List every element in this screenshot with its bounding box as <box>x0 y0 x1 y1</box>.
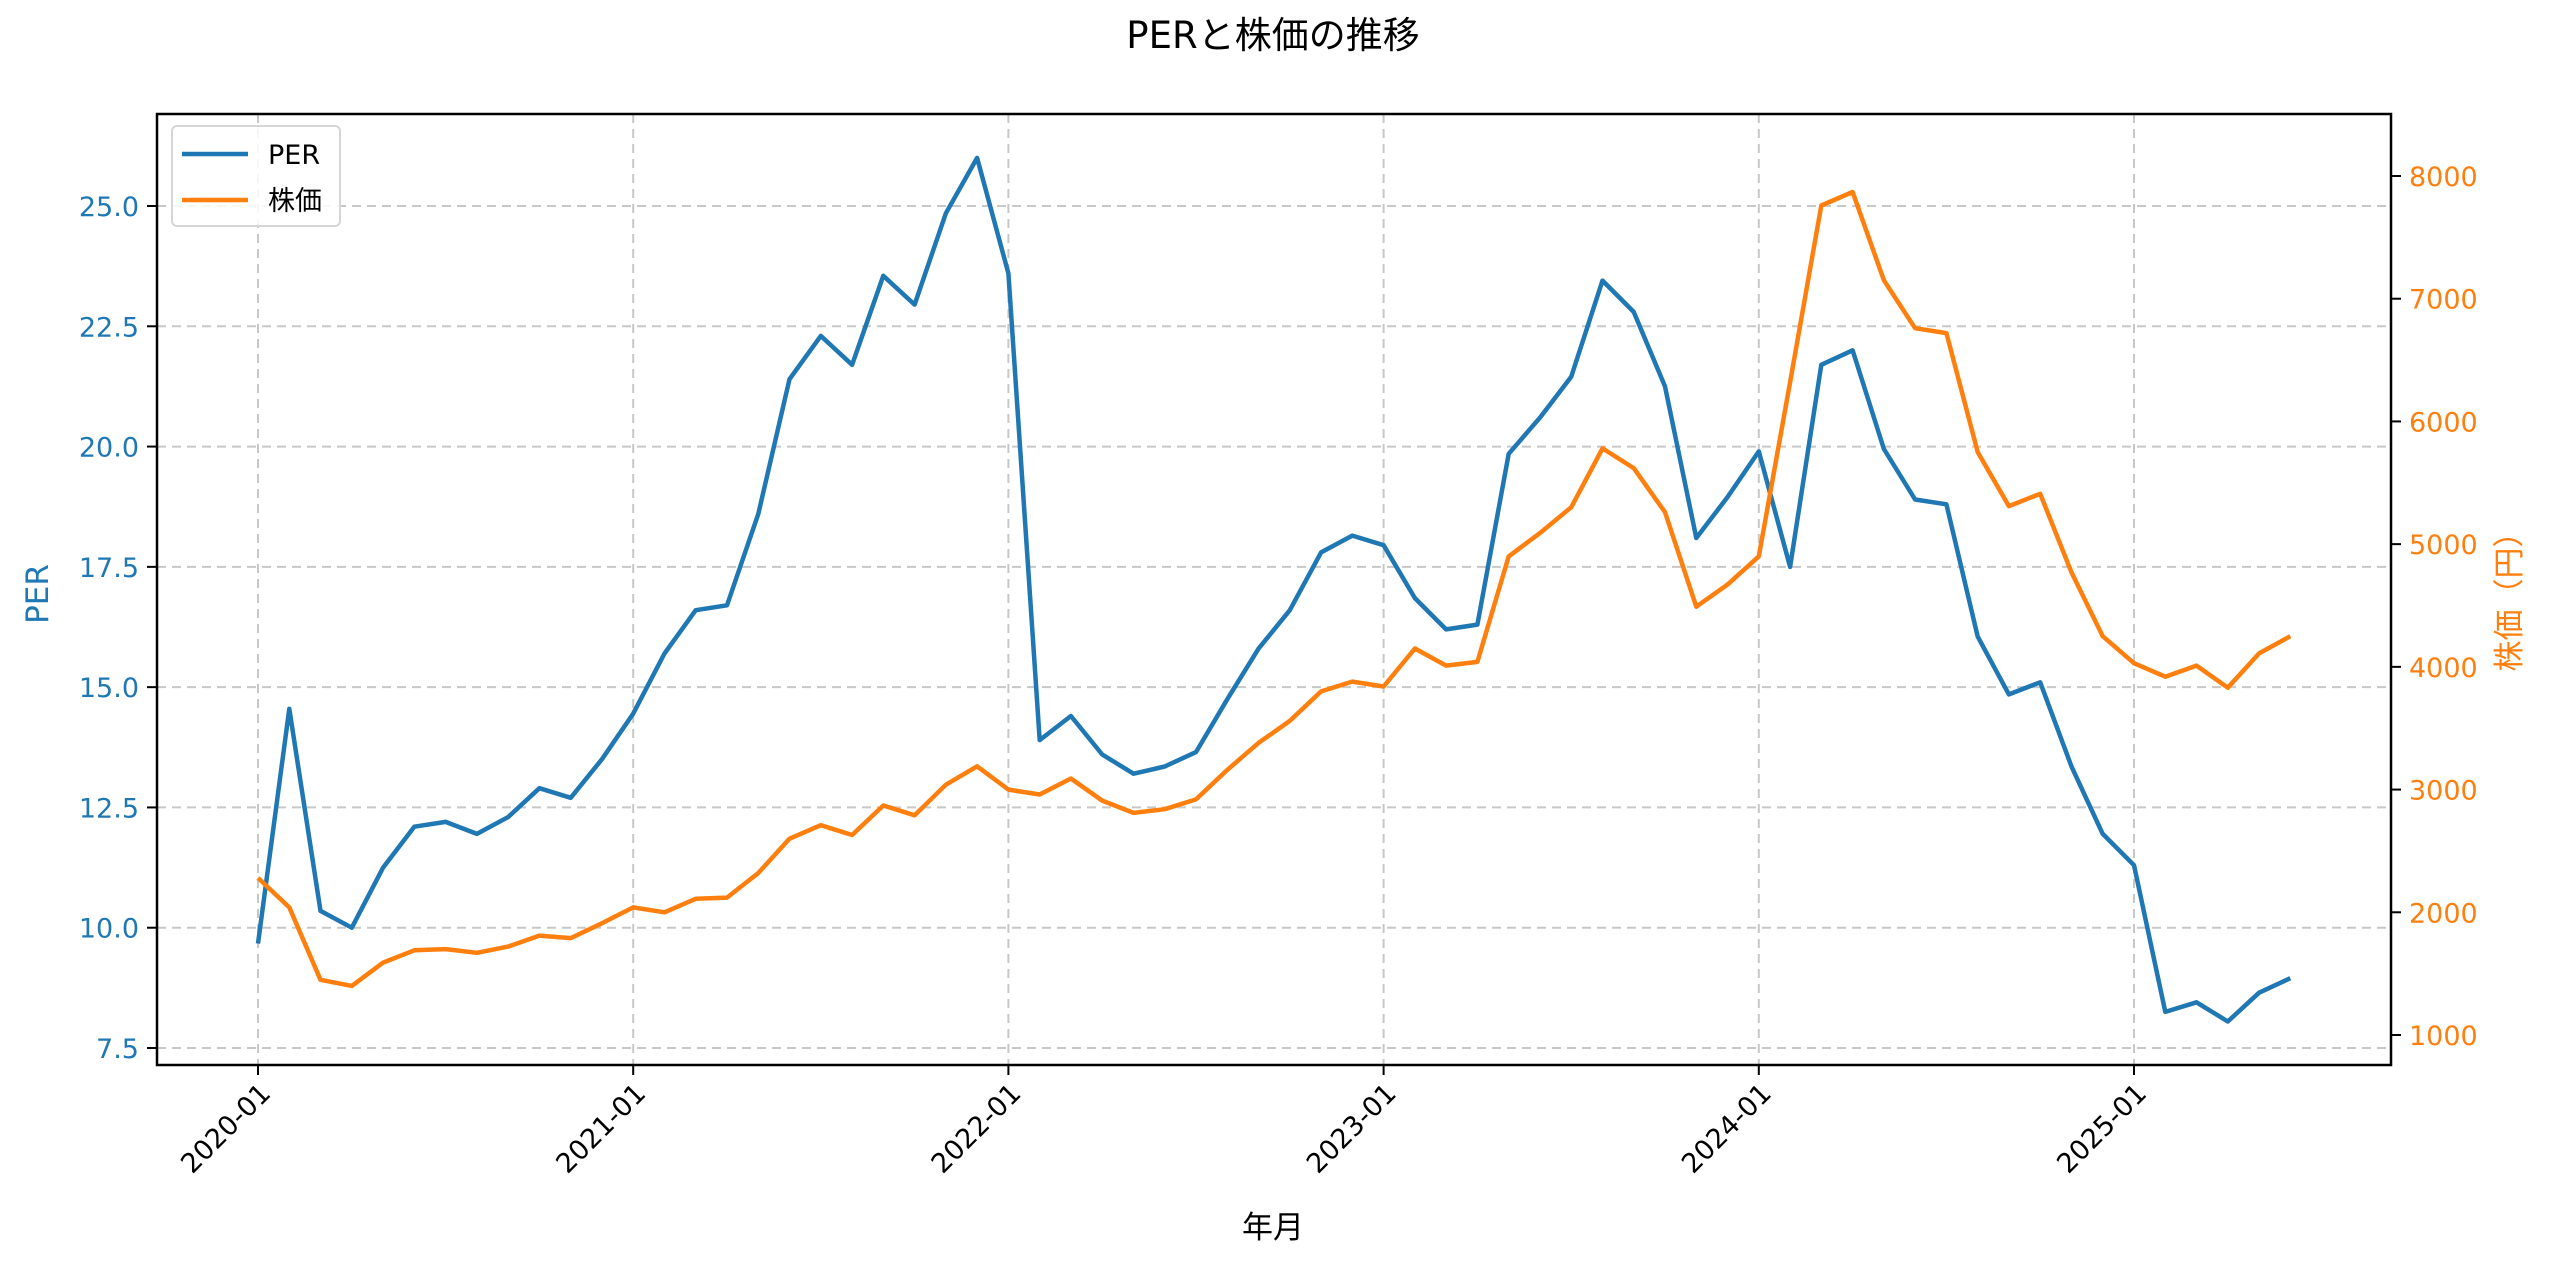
right-tick-label: 6000 <box>2409 407 2478 438</box>
left-tick-label: 15.0 <box>79 673 139 704</box>
legend-label: 株価 <box>268 186 322 217</box>
right-tick-label: 5000 <box>2409 530 2478 561</box>
plot-frame <box>155 112 2393 1067</box>
x-tick-label: 2020-01 <box>175 1078 277 1180</box>
x-tick-label: 2023-01 <box>1301 1078 1403 1180</box>
left-tick-label: 7.5 <box>96 1034 139 1065</box>
x-tick-label: 2022-01 <box>926 1078 1028 1180</box>
price-line <box>256 189 2292 989</box>
series-lines <box>255 155 2292 1024</box>
left-tick-label: 25.0 <box>79 192 139 223</box>
right-y-axis-title: 株価（円） <box>2492 517 2528 672</box>
left-tick-label: 10.0 <box>79 914 139 945</box>
left-tick-label: 17.5 <box>79 553 139 584</box>
right-tick-label: 2000 <box>2409 898 2478 929</box>
x-axis-title: 年月 <box>1242 1210 1304 1246</box>
x-tick-label: 2025-01 <box>2051 1078 2153 1180</box>
x-tick-label: 2024-01 <box>1676 1078 1778 1180</box>
left-y-axis: 7.5 10.0 12.5 15.0 17.5 20.0 22.5 25.0 <box>79 192 157 1065</box>
legend: PER 株価 <box>171 125 341 227</box>
x-axis: 2020-01 2021-01 2022-01 2023-01 2024-01 2025-… <box>175 1065 2153 1180</box>
right-tick-label: 4000 <box>2409 653 2478 684</box>
left-tick-label: 22.5 <box>79 312 139 343</box>
left-tick-label: 20.0 <box>79 433 139 464</box>
chart-title: PERと株価の推移 <box>1126 14 1419 57</box>
right-tick-label: 8000 <box>2409 162 2478 193</box>
right-tick-label: 7000 <box>2409 285 2478 316</box>
grid-lines <box>157 114 2391 1065</box>
per-line <box>255 155 2292 1024</box>
right-y-axis: 1000 2000 3000 4000 5000 6000 7000 8000 <box>2391 162 2478 1052</box>
left-tick-label: 12.5 <box>79 793 139 824</box>
legend-label: PER <box>268 140 320 171</box>
right-tick-label: 3000 <box>2409 776 2478 807</box>
left-y-axis-title: PER <box>20 564 56 624</box>
right-tick-label: 1000 <box>2409 1021 2478 1052</box>
x-tick-label: 2021-01 <box>550 1078 652 1180</box>
